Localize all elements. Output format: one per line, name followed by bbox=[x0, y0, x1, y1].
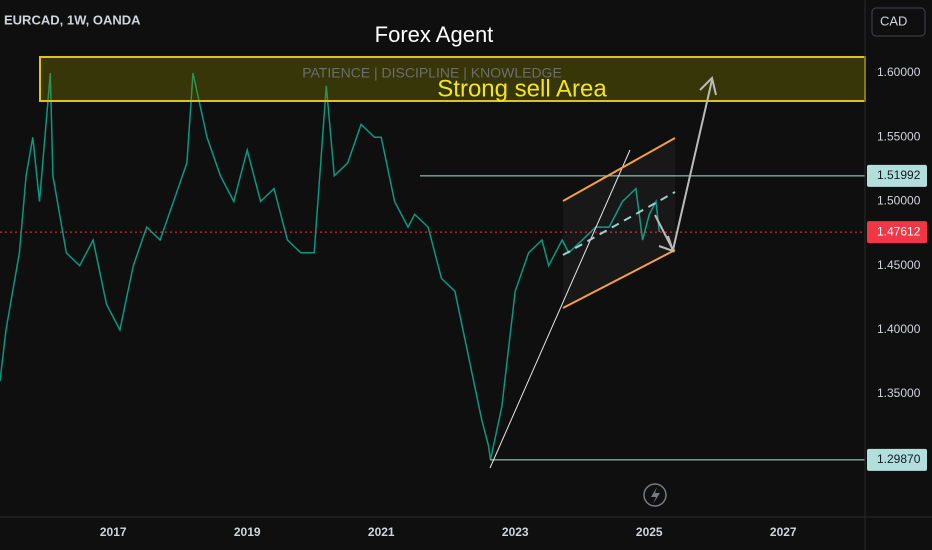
price-line bbox=[0, 72, 661, 461]
price-level-badge bbox=[867, 221, 927, 244]
price-level-badge bbox=[867, 164, 927, 187]
x-tick-label: 2021 bbox=[368, 525, 395, 539]
currency-button[interactable] bbox=[871, 7, 926, 37]
arrow-head bbox=[699, 76, 717, 96]
x-tick-label: 2025 bbox=[636, 525, 663, 539]
y-tick-label: 1.60000 bbox=[877, 65, 921, 79]
annotation: Strong sell Area bbox=[437, 75, 607, 102]
symbol: EURCAD, 1W, OANDA bbox=[4, 12, 141, 27]
price-level-label: 1.29870 bbox=[877, 452, 921, 466]
alert-bolt bbox=[651, 487, 660, 504]
alert-icon[interactable] bbox=[643, 483, 667, 507]
y-tick-label: 1.45000 bbox=[877, 258, 921, 272]
trend-line bbox=[489, 149, 631, 469]
y-tick-label: 1.40000 bbox=[877, 322, 921, 336]
x-tick-label: 2019 bbox=[234, 525, 261, 539]
channel-mid bbox=[562, 191, 676, 256]
y-tick-label: 1.35000 bbox=[877, 386, 921, 400]
price-level-label: 1.47612 bbox=[877, 224, 921, 238]
x-tick-label: 2027 bbox=[770, 525, 797, 539]
price-level-badge bbox=[867, 448, 927, 471]
y-tick-label: 1.55000 bbox=[877, 129, 921, 143]
channel-lower bbox=[562, 249, 676, 309]
x-tick-label: 2017 bbox=[100, 525, 127, 539]
channel-fill bbox=[563, 138, 675, 308]
channel-upper bbox=[562, 137, 676, 202]
arrow-head bbox=[658, 235, 675, 253]
currency[interactable]: CAD bbox=[880, 13, 907, 28]
sell-zone bbox=[39, 56, 866, 102]
y-tick-label: 1.50000 bbox=[877, 194, 921, 208]
subtitle: PATIENCE | DISCIPLINE | KNOWLEDGE bbox=[302, 65, 562, 81]
price-level-label: 1.51992 bbox=[877, 168, 921, 182]
x-tick-label: 2023 bbox=[502, 525, 529, 539]
chart-title: Forex Agent bbox=[375, 22, 494, 47]
